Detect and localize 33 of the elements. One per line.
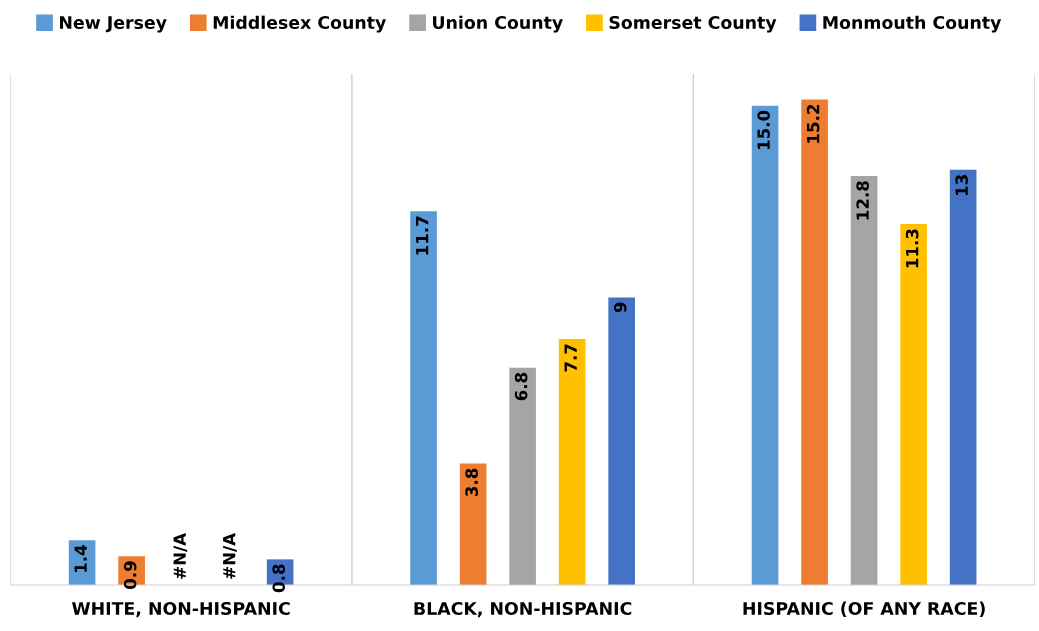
data-label: 15.2	[806, 104, 820, 143]
data-label: 3.8	[465, 468, 478, 497]
data-label: 1.4	[74, 545, 87, 572]
bar	[509, 367, 536, 585]
bar	[949, 169, 977, 585]
bar	[410, 211, 437, 585]
data-label: 15.0	[757, 110, 770, 150]
data-label: 0.8	[272, 564, 285, 593]
data-label: 9	[613, 302, 627, 313]
bar	[459, 463, 487, 585]
data-label: 11.3	[905, 229, 919, 268]
bar	[850, 176, 878, 585]
data-label: 6.8	[514, 372, 528, 401]
bar	[900, 223, 927, 585]
legend-label: Union County	[433, 15, 563, 33]
text: #N/A	[223, 533, 237, 579]
bar	[801, 99, 828, 585]
data-label: 13	[955, 175, 968, 196]
data-label: 11.7	[416, 216, 429, 255]
text: #N/A	[173, 533, 188, 579]
x-tick-label: HISPANIC (OF ANY RACE)	[743, 601, 985, 618]
bar	[608, 297, 635, 585]
bar	[751, 105, 779, 585]
legend-label: New Jersey	[60, 16, 167, 33]
data-label: 0.9	[123, 561, 137, 589]
bar	[558, 338, 586, 585]
x-tick-label: BLACK, NON-HISPANIC	[414, 601, 632, 618]
legend-label: Middlesex County	[213, 15, 386, 33]
x-tick-label: WHITE, NON-HISPANIC	[72, 601, 290, 618]
data-label: 7.7	[564, 344, 577, 372]
legend-label: Somerset County	[609, 15, 777, 33]
data-label: 12.8	[856, 181, 869, 220]
legend-label: Monmouth County	[823, 15, 1002, 33]
